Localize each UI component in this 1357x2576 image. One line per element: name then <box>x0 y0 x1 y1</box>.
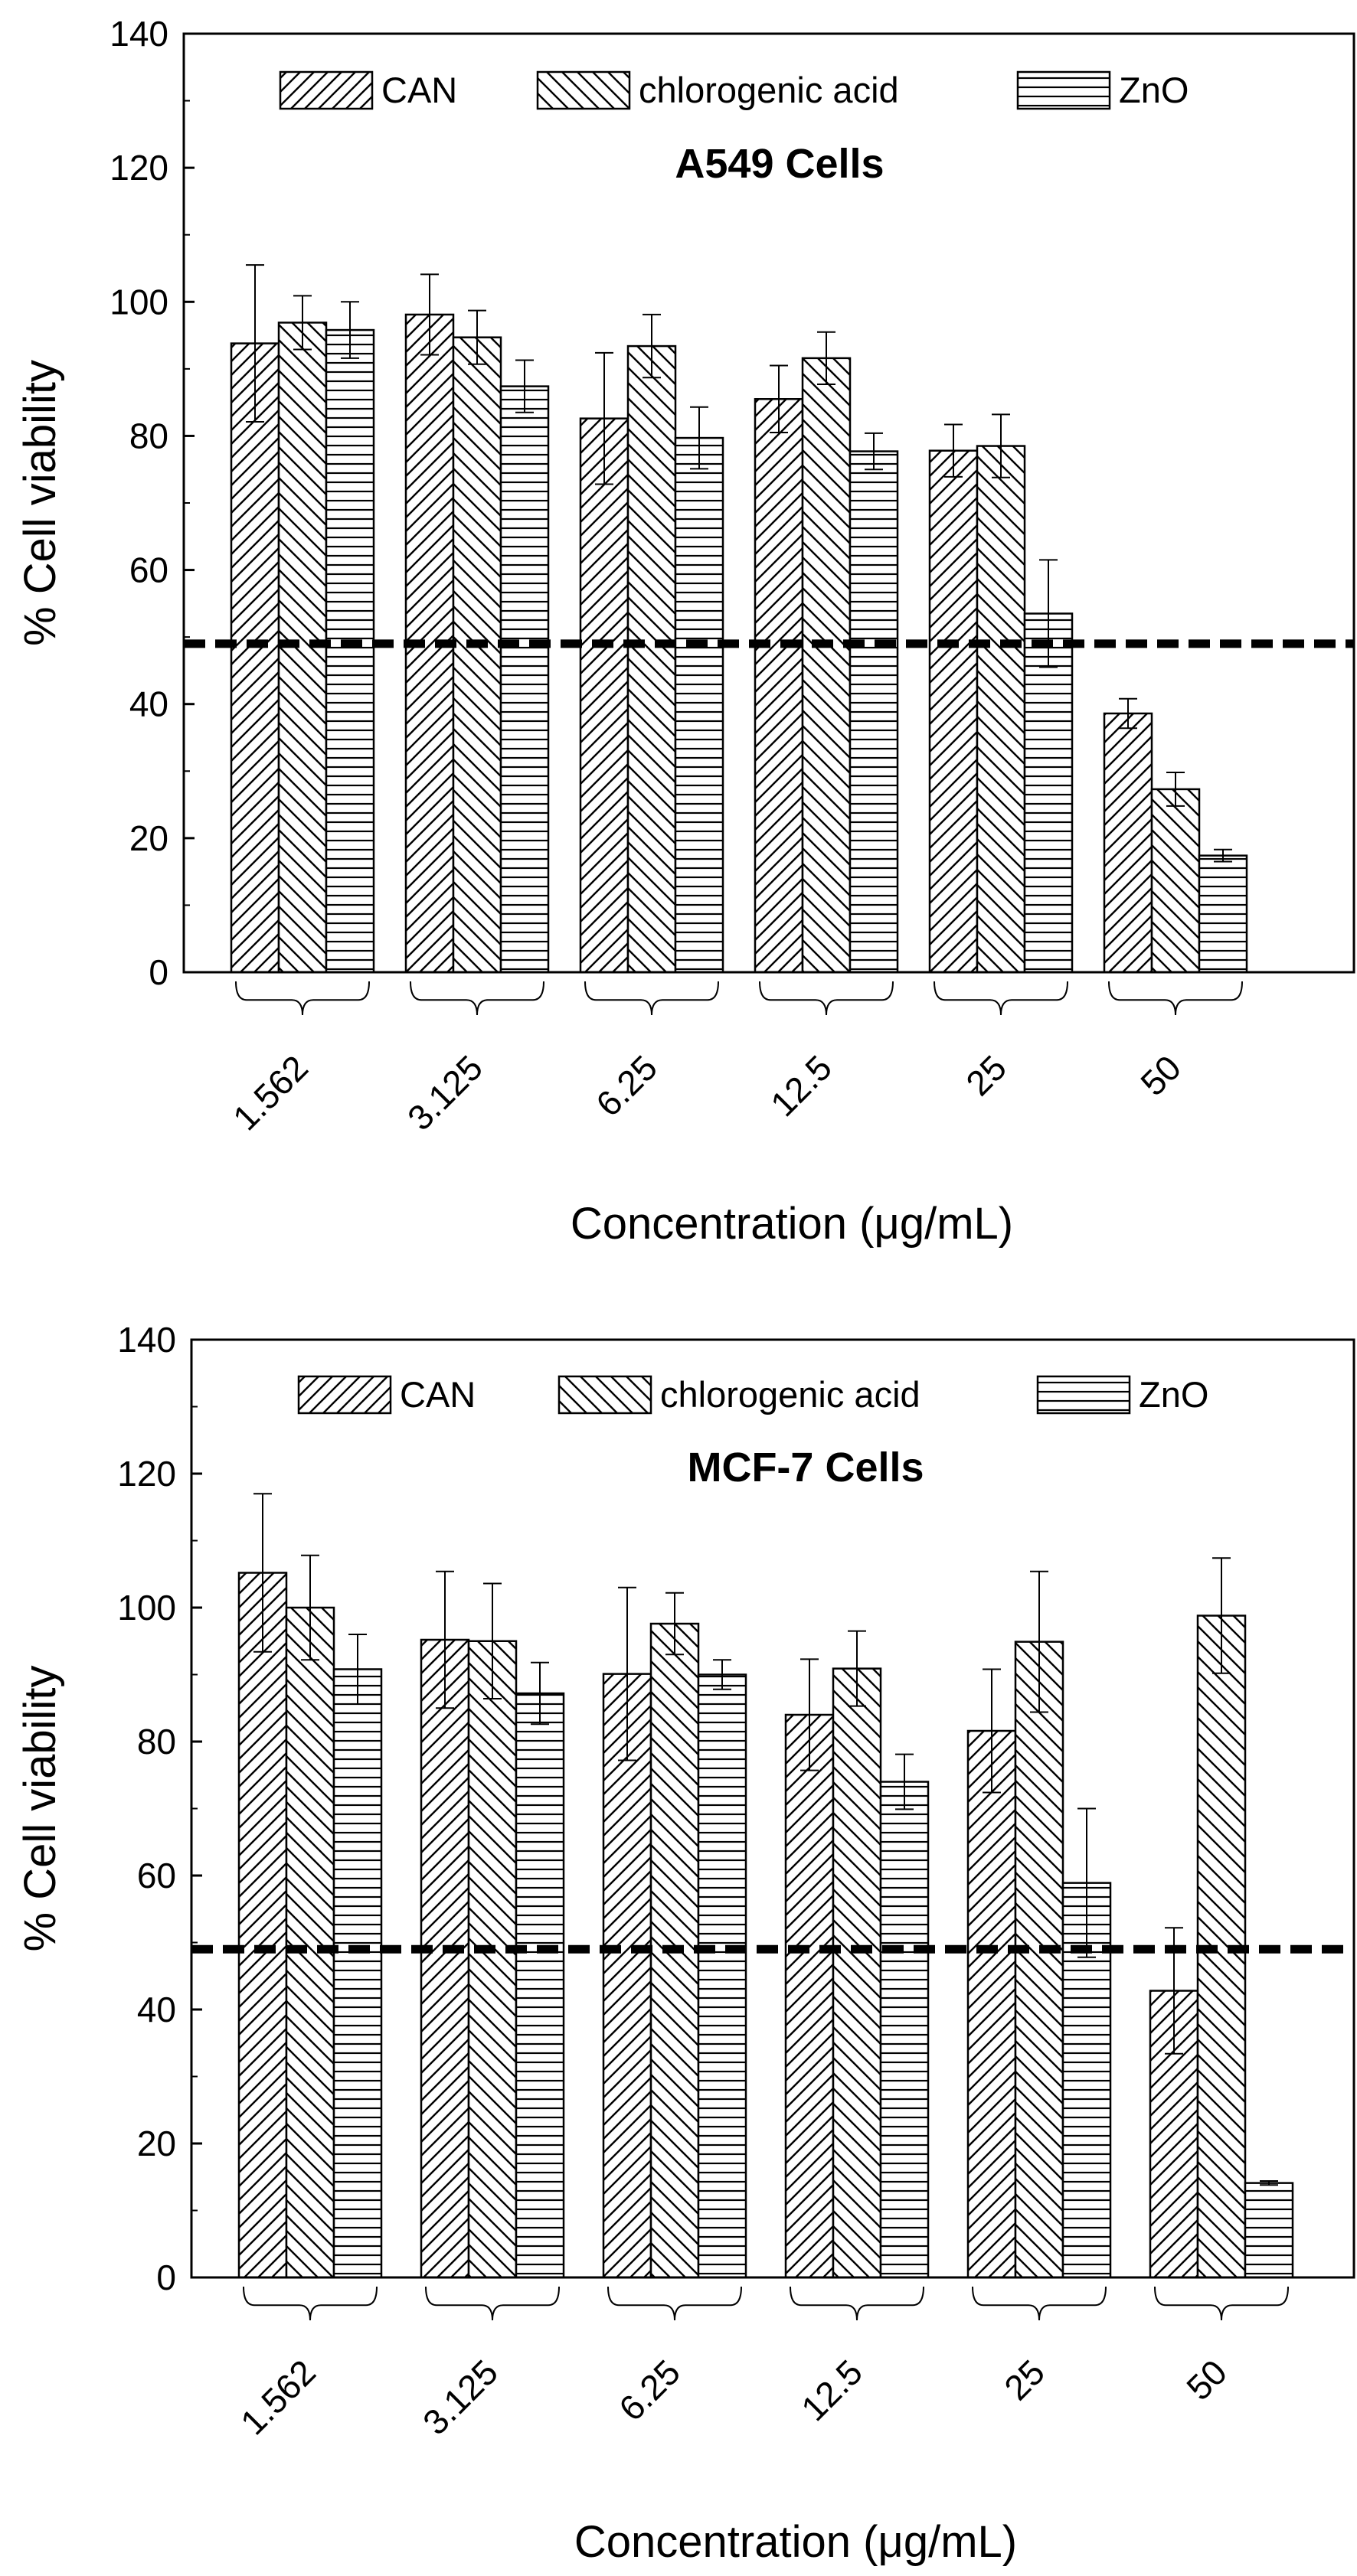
bar-zno-12.5 <box>879 1781 930 2279</box>
group-brace <box>790 2286 924 2321</box>
bar-can-25 <box>966 1729 1017 2279</box>
legend-label: chlorogenic acid <box>660 1374 920 1415</box>
bar-chlorogenic-acid-25 <box>976 445 1026 974</box>
group-brace <box>425 2286 560 2321</box>
x-tick-label: 12.5 <box>793 2352 870 2428</box>
bar-chlorogenic-acid-50 <box>1150 788 1201 974</box>
bar-zno-3.125 <box>499 385 550 974</box>
x-tick-label: 12.5 <box>763 1047 839 1124</box>
x-tick-label: 3.125 <box>415 2352 505 2442</box>
bar-can-6.25 <box>579 417 629 974</box>
bar-can-50 <box>1103 712 1153 974</box>
legend-label: CAN <box>381 70 457 110</box>
bar-chlorogenic-acid-12.5 <box>832 1667 882 2279</box>
x-tick-label: 3.125 <box>400 1047 490 1138</box>
bar-chlorogenic-acid-3.125 <box>452 336 502 974</box>
bar-chlorogenic-acid-25 <box>1014 1641 1064 2279</box>
bar-zno-25 <box>1023 612 1074 974</box>
group-brace <box>972 2286 1107 2321</box>
y-axis-title: % Cell viability <box>15 1666 65 1952</box>
group-brace <box>243 2286 378 2321</box>
bar-zno-3.125 <box>515 1692 565 2279</box>
y-tick-label: 120 <box>117 1454 176 1494</box>
legend-label: chlorogenic acid <box>639 70 899 110</box>
bar-can-25 <box>928 449 979 974</box>
bar-can-12.5 <box>754 398 804 974</box>
x-tick-label: 50 <box>1179 2352 1234 2408</box>
bar-can-6.25 <box>602 1673 652 2279</box>
y-tick-label: 20 <box>129 818 168 858</box>
chart-title: MCF-7 Cells <box>687 1445 924 1490</box>
legend-label: ZnO <box>1139 1374 1208 1415</box>
group-brace <box>1108 981 1243 1016</box>
y-tick-label: 60 <box>137 1856 176 1895</box>
x-tick-label: 1.562 <box>225 1047 316 1138</box>
group-brace <box>759 981 894 1016</box>
y-tick-label: 60 <box>129 550 168 590</box>
x-tick-label: 6.25 <box>588 1047 665 1124</box>
legend-swatch <box>1036 1375 1131 1415</box>
bar-zno-50 <box>1244 2182 1294 2279</box>
x-tick-label: 1.562 <box>233 2352 323 2442</box>
y-tick-label: 100 <box>110 282 168 322</box>
y-tick-label: 120 <box>110 148 168 188</box>
group-brace <box>934 981 1068 1016</box>
y-axis-title: % Cell viability <box>15 360 65 646</box>
x-axis-title: Concentration (μg/mL) <box>574 2517 1017 2567</box>
chart-mcf7: 1.562 3.125 6.25 12.5 25 50 0 20 40 60 80 100 120 140… <box>15 1320 1355 2567</box>
group-brace <box>607 2286 742 2321</box>
bar-zno-50 <box>1198 854 1248 974</box>
x-tick-label: 25 <box>996 2352 1052 2408</box>
x-axis-title: Concentration (μg/mL) <box>571 1199 1013 1249</box>
bar-zno-6.25 <box>674 436 724 974</box>
y-tick-label: 0 <box>156 2258 176 2297</box>
y-tick-label: 80 <box>137 1722 176 1761</box>
y-tick-label: 140 <box>117 1320 176 1360</box>
group-brace <box>1154 2286 1289 2321</box>
legend-label: ZnO <box>1119 70 1189 110</box>
bar-zno-12.5 <box>849 450 899 974</box>
legend-label: CAN <box>400 1374 476 1415</box>
bar-can-1.562 <box>237 1572 288 2279</box>
bar-chlorogenic-acid-12.5 <box>801 357 852 974</box>
legend-swatch <box>297 1375 392 1415</box>
x-tick-label: 50 <box>1133 1047 1189 1103</box>
group-brace <box>584 981 719 1016</box>
group-brace <box>235 981 370 1016</box>
y-tick-label: 140 <box>110 14 168 54</box>
legend-swatch <box>1016 70 1111 110</box>
legend-swatch <box>558 1375 652 1415</box>
group-brace <box>410 981 544 1016</box>
bar-chlorogenic-acid-1.562 <box>285 1606 335 2279</box>
legend-swatch <box>279 70 374 110</box>
y-tick-label: 20 <box>137 2124 176 2163</box>
bar-chlorogenic-acid-6.25 <box>626 344 677 974</box>
bar-chlorogenic-acid-3.125 <box>467 1640 518 2279</box>
y-tick-label: 0 <box>149 952 168 992</box>
legend-swatch <box>536 70 631 110</box>
y-tick-label: 100 <box>117 1588 176 1628</box>
x-tick-label: 6.25 <box>611 2352 688 2428</box>
x-tick-label: 25 <box>958 1047 1014 1103</box>
bar-can-3.125 <box>420 1638 470 2279</box>
bar-can-1.562 <box>230 342 280 974</box>
bar-zno-1.562 <box>325 328 375 974</box>
bar-can-12.5 <box>784 1713 835 2279</box>
y-tick-label: 40 <box>137 1990 176 2029</box>
y-tick-label: 40 <box>129 684 168 724</box>
bar-zno-1.562 <box>332 1668 383 2279</box>
y-tick-label: 80 <box>129 416 168 455</box>
bar-zno-6.25 <box>697 1673 747 2279</box>
chart-title: A549 Cells <box>675 141 884 187</box>
chart-a549: 1.562 3.125 6.25 12.5 25 50 0 20 40 60 80 100 120 140… <box>15 14 1355 1249</box>
